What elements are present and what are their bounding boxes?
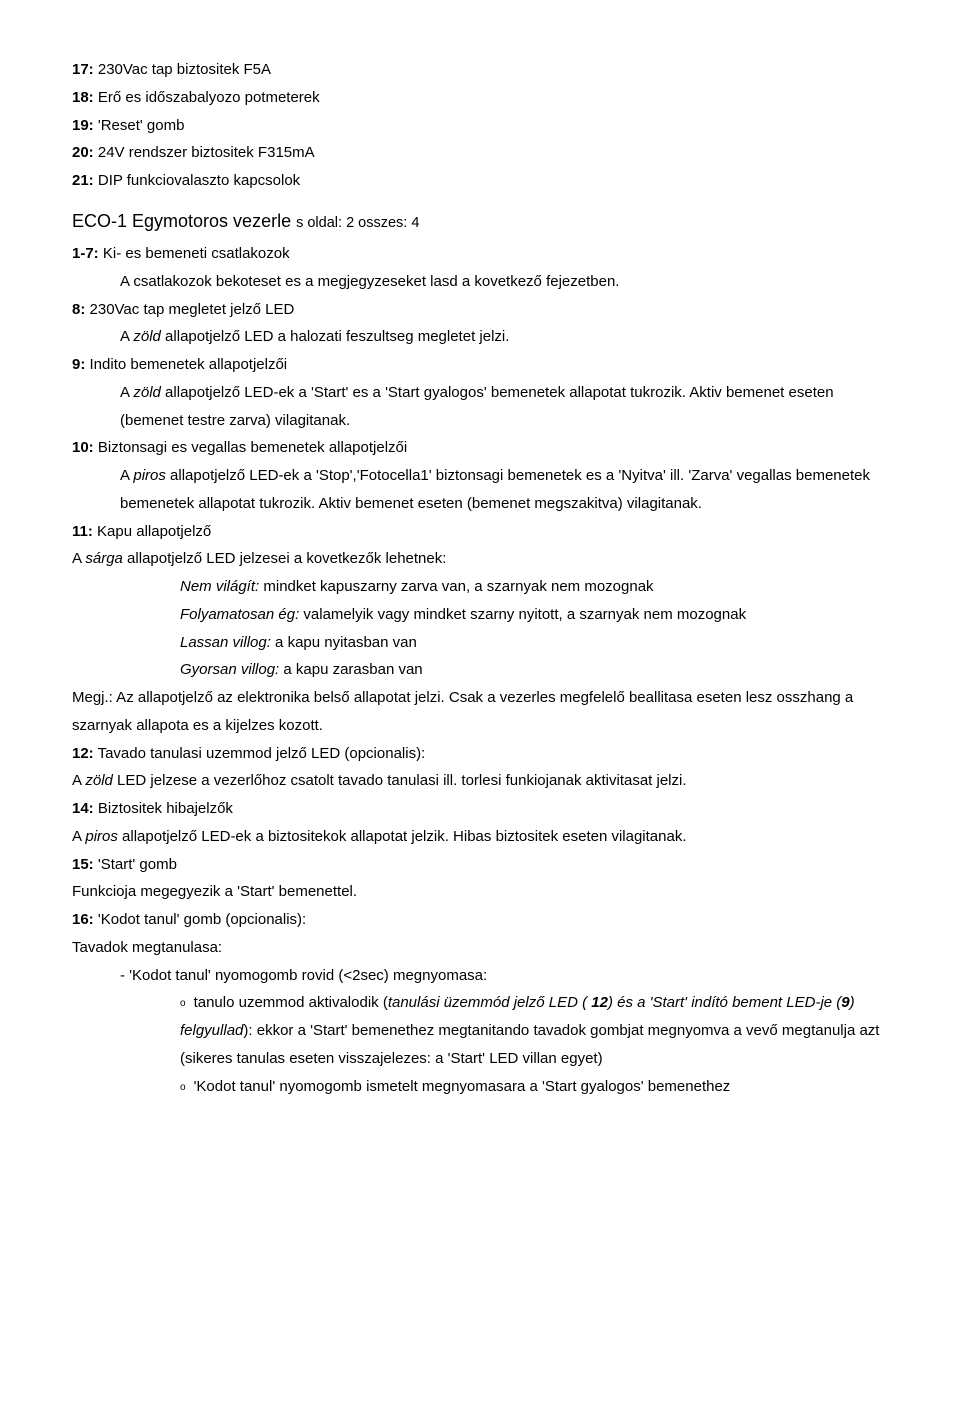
text: 24V rendszer biztositek F315mA [94,144,315,161]
txt: 'Kodot tanul' nyomogomb ismetelt megnyom… [194,1078,731,1095]
num: 17: [72,61,94,78]
text: Kapu allapotjelző [93,523,211,540]
led-state-1: Nem világít: mindket kapuszarny zarva va… [72,573,888,601]
led-state-3: Lassan villog: a kapu nyitasban van [72,629,888,657]
txt: mindket kapuszarny zarva van, a szarnyak… [259,578,653,595]
text: Biztonsagi es vegallas bemenetek allapot… [94,439,408,456]
it1: tanulási üzemmód jelző LED ( [388,994,587,1011]
led-state-4: Gyorsan villog: a kapu zarasban van [72,656,888,684]
it2: ) és a 'Start' indító bement LED-je ( [608,994,841,1011]
pre: A [120,328,133,345]
it: zöld [133,328,161,345]
text: Tavado tanulasi uzemmod jelző LED (opcio… [94,745,426,762]
num: 19: [72,117,94,134]
it: Folyamatosan ég: [180,606,299,623]
pre: A [72,772,85,789]
n2: 9 [841,994,849,1011]
num: 20: [72,144,94,161]
pre: A [72,828,85,845]
it: piros [133,467,166,484]
num: 8: [72,301,85,318]
post: ): ekkor a 'Start' bemenethez megtanitan… [180,1022,879,1067]
it: Nem világít: [180,578,259,595]
txt: 'Kodot tanul' nyomogomb rovid (<2sec) me… [129,967,487,984]
item-9-body: A zöld allapotjelző LED-ek a 'Start' es … [72,379,888,435]
txt: a kapu nyitasban van [271,634,417,651]
item-18: 18: Erő es időszabalyozo potmeterek [72,84,888,112]
pre: A [120,467,133,484]
num: 14: [72,800,94,817]
item-10: 10: Biztonsagi es vegallas bemenetek all… [72,434,888,462]
it: zöld [85,772,113,789]
it: Gyorsan villog: [180,661,279,678]
num: 9: [72,356,85,373]
item-8: 8: 230Vac tap megletet jelző LED [72,296,888,324]
num: 11: [72,523,93,540]
txt: a kapu zarasban van [279,661,422,678]
text: 230Vac tap megletet jelző LED [85,301,294,318]
it: Lassan villog: [180,634,271,651]
pre: A [72,550,85,567]
tavadok-title: Tavadok megtanulasa: [72,934,888,962]
item-19: 19: 'Reset' gomb [72,112,888,140]
dash-item-1: 'Kodot tanul' nyomogomb rovid (<2sec) me… [72,962,888,990]
led-state-2: Folyamatosan ég: valamelyik vagy mindket… [72,601,888,629]
item-20: 20: 24V rendszer biztositek F315mA [72,139,888,167]
item-17: 17: 230Vac tap biztositek F5A [72,56,888,84]
circle-icon: o [180,998,194,1009]
item-15: 15: 'Start' gomb [72,851,888,879]
item-12: 12: Tavado tanulasi uzemmod jelző LED (o… [72,740,888,768]
it: piros [85,828,118,845]
post: allapotjelző LED-ek a 'Stop','Fotocella1… [120,467,870,512]
num: 1-7: [72,245,99,262]
heading-tail: oldal: 2 osszes: 4 [303,215,419,231]
heading-title: Egymotoros vezerle [132,211,296,231]
item-9: 9: Indito bemenetek allapotjelzői [72,351,888,379]
item-14: 14: Biztositek hibajelzők [72,795,888,823]
text: Erő es időszabalyozo potmeterek [94,89,320,106]
item-12-body: A zöld LED jelzese a vezerlőhoz csatolt … [72,767,888,795]
num: 16: [72,911,94,928]
n1: 12 [587,994,608,1011]
pre: tanulo uzemmod aktivalodik ( [194,994,388,1011]
item-1-7: 1-7: Ki- es bemeneti csatlakozok [72,240,888,268]
item-10-body: A piros allapotjelző LED-ek a 'Stop','Fo… [72,462,888,518]
circle-icon: o [180,1082,194,1093]
text: 230Vac tap biztositek F5A [94,61,271,78]
item-8-body: A zöld allapotjelző LED a halozati feszu… [72,323,888,351]
text: DIP funkciovalaszto kapcsolok [94,172,301,189]
item-14-body: A piros allapotjelző LED-ek a biztositek… [72,823,888,851]
txt: valamelyik vagy mindket szarny nyitott, … [299,606,746,623]
num: 21: [72,172,94,189]
heading-prefix: ECO-1 [72,211,132,231]
text: Indito bemenetek allapotjelzői [85,356,287,373]
item-21: 21: DIP funkciovalaszto kapcsolok [72,167,888,195]
item-16: 16: 'Kodot tanul' gomb (opcionalis): [72,906,888,934]
num: 10: [72,439,94,456]
heading: ECO-1 Egymotoros vezerle s oldal: 2 ossz… [72,205,888,238]
post: allapotjelző LED-ek a biztositekok allap… [118,828,687,845]
text: 'Kodot tanul' gomb (opcionalis): [94,911,307,928]
text: 'Reset' gomb [94,117,185,134]
text: 'Start' gomb [94,856,177,873]
item-11: 11: Kapu allapotjelző [72,518,888,546]
num: 12: [72,745,94,762]
num: 15: [72,856,94,873]
item-1-7-body: A csatlakozok bekoteset es a megjegyzese… [72,268,888,296]
circle-item-2: o'Kodot tanul' nyomogomb ismetelt megnyo… [72,1073,888,1101]
post: LED jelzese a vezerlőhoz csatolt tavado … [113,772,687,789]
text: Biztositek hibajelzők [94,800,233,817]
post: allapotjelző LED jelzesei a kovetkezők l… [123,550,447,567]
circle-item-1: otanulo uzemmod aktivalodik (tanulási üz… [72,989,888,1072]
it: sárga [85,550,123,567]
post: allapotjelző LED a halozati feszultseg m… [161,328,510,345]
item-11-body: A sárga allapotjelző LED jelzesei a kove… [72,545,888,573]
text: Ki- es bemeneti csatlakozok [99,245,290,262]
post: allapotjelző LED-ek a 'Start' es a 'Star… [120,384,834,429]
note: Megj.: Az allapotjelző az elektronika be… [72,684,888,740]
num: 18: [72,89,94,106]
item-15-body: Funkcioja megegyezik a 'Start' bemenette… [72,878,888,906]
it: zöld [133,384,161,401]
pre: A [120,384,133,401]
